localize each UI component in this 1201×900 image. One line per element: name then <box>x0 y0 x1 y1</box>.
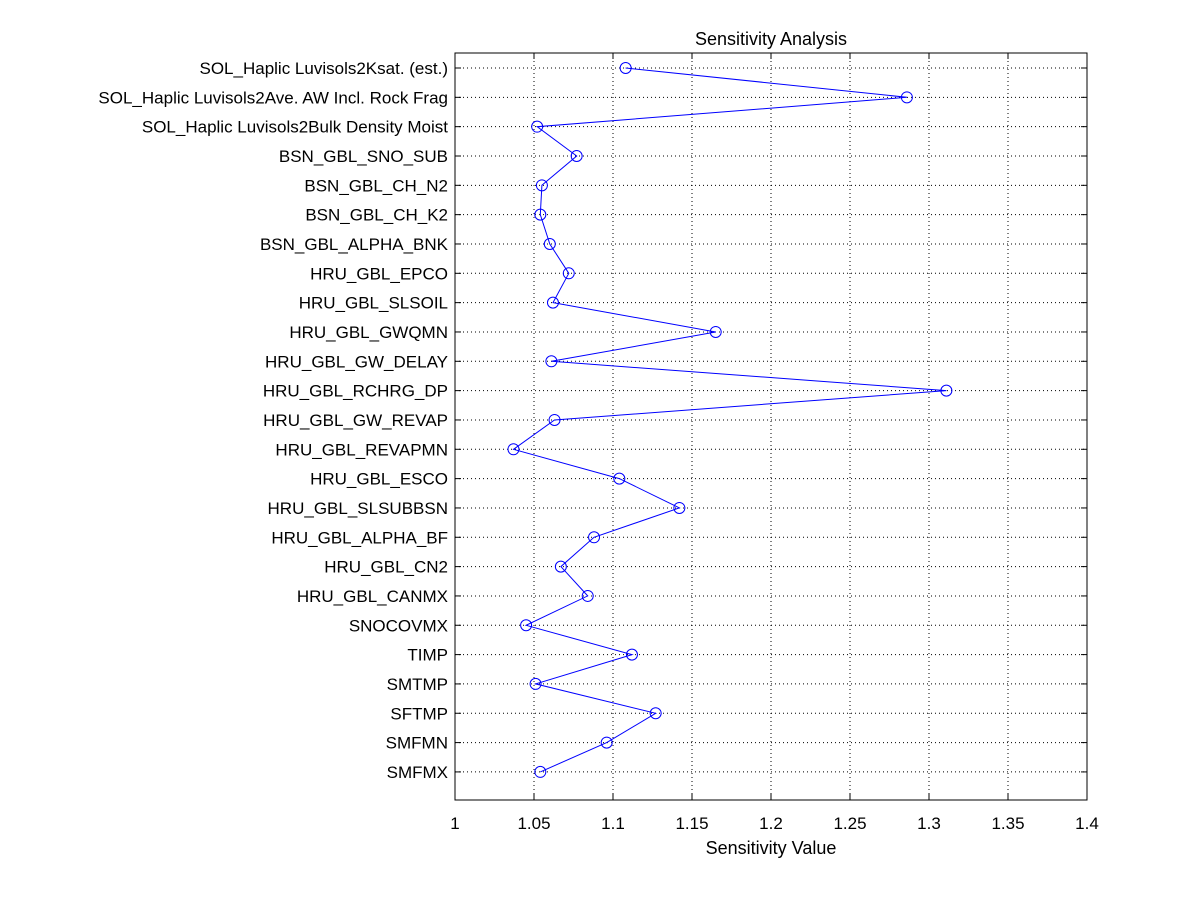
data-point <box>649 707 662 720</box>
data-point <box>529 677 542 690</box>
x-tick-label: 1.2 <box>759 814 783 833</box>
x-tick-label: 1.05 <box>517 814 550 833</box>
grid-layer <box>455 53 1087 800</box>
series-line <box>512 67 947 773</box>
data-point <box>554 560 567 573</box>
y-tick-label: SOL_Haplic Luvisols2Ksat. (est.) <box>200 59 449 78</box>
data-point <box>562 267 575 280</box>
y-tick-label: HRU_GBL_REVAPMN <box>275 440 448 459</box>
labels-layer: 1 1.05 1.1 1.15 1.2 1.25 1.3 1.35 1.4 SOL_Haplic … <box>98 59 1098 833</box>
data-point <box>507 443 520 456</box>
data-point <box>535 179 548 192</box>
data-point <box>548 413 561 426</box>
data-point <box>543 237 556 250</box>
data-point <box>613 472 626 485</box>
y-tick-label: HRU_GBL_SLSUBBSN <box>268 499 448 518</box>
x-tick-label: 1.35 <box>991 814 1024 833</box>
y-tick-label: SOL_Haplic Luvisols2Ave. AW Incl. Rock F… <box>98 88 448 107</box>
x-tick-label: 1.25 <box>833 814 866 833</box>
data-point <box>534 208 547 221</box>
data-point <box>673 501 686 514</box>
data-point <box>545 355 558 368</box>
y-tick-label: BSN_GBL_CH_N2 <box>304 176 448 195</box>
data-point <box>625 648 638 661</box>
data-point <box>534 765 547 778</box>
y-tick-label: SMFMX <box>387 763 448 782</box>
chart-title: Sensitivity Analysis <box>695 29 847 49</box>
data-point <box>520 619 533 632</box>
x-tick-label: 1 <box>450 814 459 833</box>
x-tick-label: 1.1 <box>601 814 625 833</box>
y-tick-label: TIMP <box>407 646 448 665</box>
data-point <box>619 62 632 74</box>
y-tick-label: HRU_GBL_GWQMN <box>289 323 448 342</box>
x-tick-label: 1.4 <box>1075 814 1099 833</box>
series-layer <box>507 62 953 778</box>
data-point <box>546 296 559 309</box>
x-tick-label: 1.15 <box>675 814 708 833</box>
data-point <box>940 384 953 397</box>
y-tick-label: SFTMP <box>390 704 448 723</box>
y-tick-label: BSN_GBL_SNO_SUB <box>279 147 448 166</box>
y-tick-label: HRU_GBL_GW_REVAP <box>263 411 448 430</box>
y-tick-label: HRU_GBL_CN2 <box>324 558 448 577</box>
data-point <box>709 325 722 338</box>
y-tick-label: SMTMP <box>387 675 448 694</box>
data-point <box>588 531 601 544</box>
data-point <box>581 589 594 602</box>
data-point <box>900 91 913 104</box>
data-point <box>531 120 544 133</box>
y-tick-label: HRU_GBL_ESCO <box>310 470 448 489</box>
x-tick-label: 1.3 <box>917 814 941 833</box>
y-tick-label: HRU_GBL_ALPHA_BF <box>271 528 448 547</box>
data-point <box>600 736 613 749</box>
ticks-layer <box>454 53 1088 800</box>
y-tick-label: BSN_GBL_CH_K2 <box>305 206 448 225</box>
y-tick-label: HRU_GBL_SLSOIL <box>299 294 448 313</box>
x-axis-label: Sensitivity Value <box>706 838 837 858</box>
data-point <box>570 149 583 162</box>
y-tick-label: SOL_Haplic Luvisols2Bulk Density Moist <box>142 118 448 137</box>
y-tick-label: SNOCOVMX <box>349 616 448 635</box>
y-tick-label: HRU_GBL_EPCO <box>310 264 448 283</box>
y-tick-label: BSN_GBL_ALPHA_BNK <box>260 235 449 254</box>
y-tick-label: SMFMN <box>386 734 448 753</box>
y-tick-label: HRU_GBL_RCHRG_DP <box>263 382 448 401</box>
y-tick-label: HRU_GBL_GW_DELAY <box>265 352 448 371</box>
y-tick-label: HRU_GBL_CANMX <box>297 587 448 606</box>
